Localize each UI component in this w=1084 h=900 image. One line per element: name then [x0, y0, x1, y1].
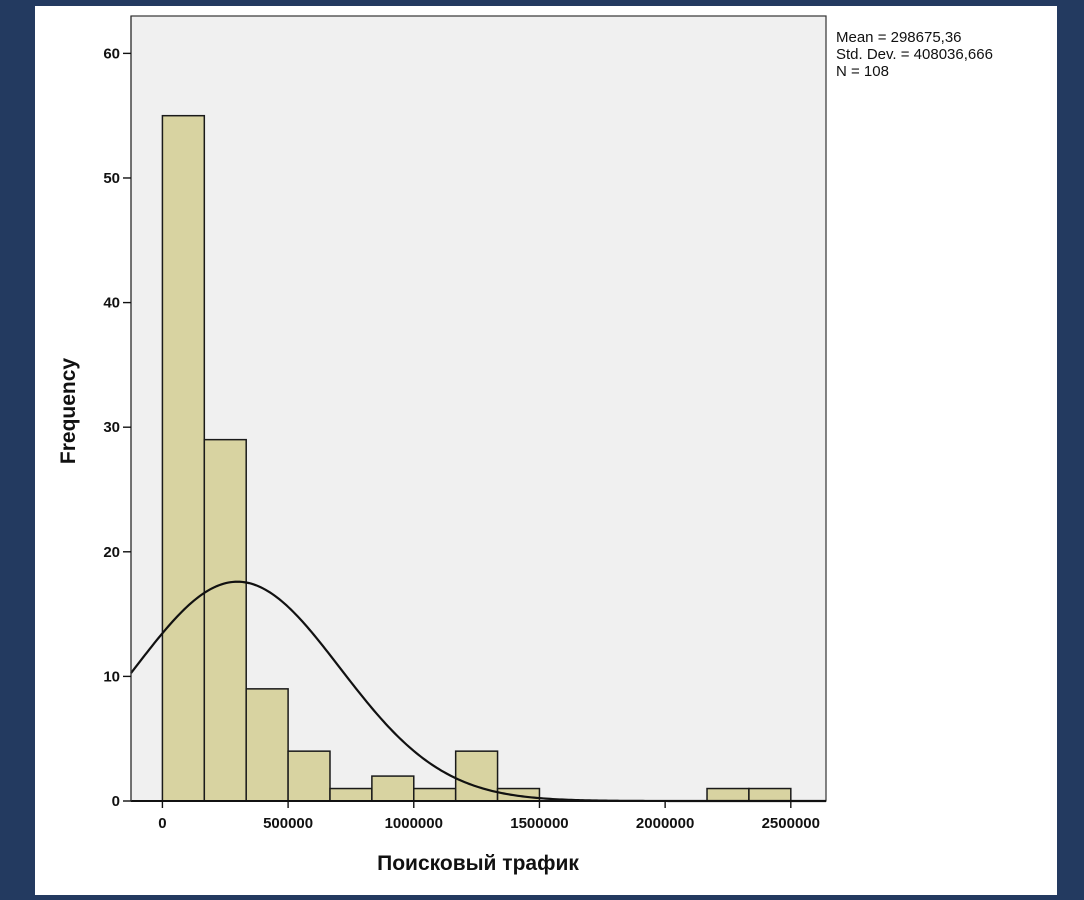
y-tick-label: 0 — [112, 793, 120, 810]
chart-canvas: 0 10 20 30 40 50 60 0 500000 1000000 1500000 20000… — [35, 6, 1057, 895]
x-tick-label: 500000 — [263, 815, 313, 832]
histogram-bar — [287, 750, 331, 802]
y-tick-label: 40 — [103, 295, 120, 312]
histogram-chart: 0 10 20 30 40 50 60 0 500000 1000000 1500000 20000… — [57, 15, 993, 875]
histogram-bar — [371, 775, 415, 802]
y-tick-label: 50 — [103, 170, 120, 187]
x-axis-label: Поисковый трафик — [377, 852, 579, 875]
y-axis-ticks: 0 10 20 30 40 50 60 — [103, 45, 131, 810]
y-tick-label: 10 — [103, 668, 120, 685]
x-tick-label: 1500000 — [510, 815, 568, 832]
histogram-bar — [454, 750, 499, 802]
x-tick-label: 0 — [158, 815, 166, 832]
y-tick-label: 60 — [103, 45, 120, 62]
histogram-bar — [203, 438, 247, 802]
histogram-bar — [161, 114, 206, 802]
x-tick-label: 2500000 — [762, 815, 820, 832]
bars-group — [161, 114, 792, 802]
histogram-bar — [245, 688, 289, 802]
x-tick-label: 1000000 — [385, 815, 443, 832]
stats-mean: Mean = 298675,36 — [836, 29, 962, 46]
histogram-bar — [748, 787, 792, 802]
y-tick-label: 20 — [103, 544, 120, 561]
histogram-bar — [413, 787, 457, 802]
stats-legend: Mean = 298675,36 Std. Dev. = 408036,666 … — [836, 29, 993, 80]
stats-std-dev: Std. Dev. = 408036,666 — [836, 46, 993, 63]
y-axis-label: Frequency — [57, 358, 80, 465]
stats-n: N = 108 — [836, 63, 889, 80]
y-tick-label: 30 — [103, 419, 120, 436]
histogram-bar — [706, 787, 750, 802]
x-axis-ticks: 0 500000 1000000 1500000 2000000 2500000 — [158, 801, 820, 832]
histogram-bar — [329, 787, 373, 802]
x-tick-label: 2000000 — [636, 815, 694, 832]
